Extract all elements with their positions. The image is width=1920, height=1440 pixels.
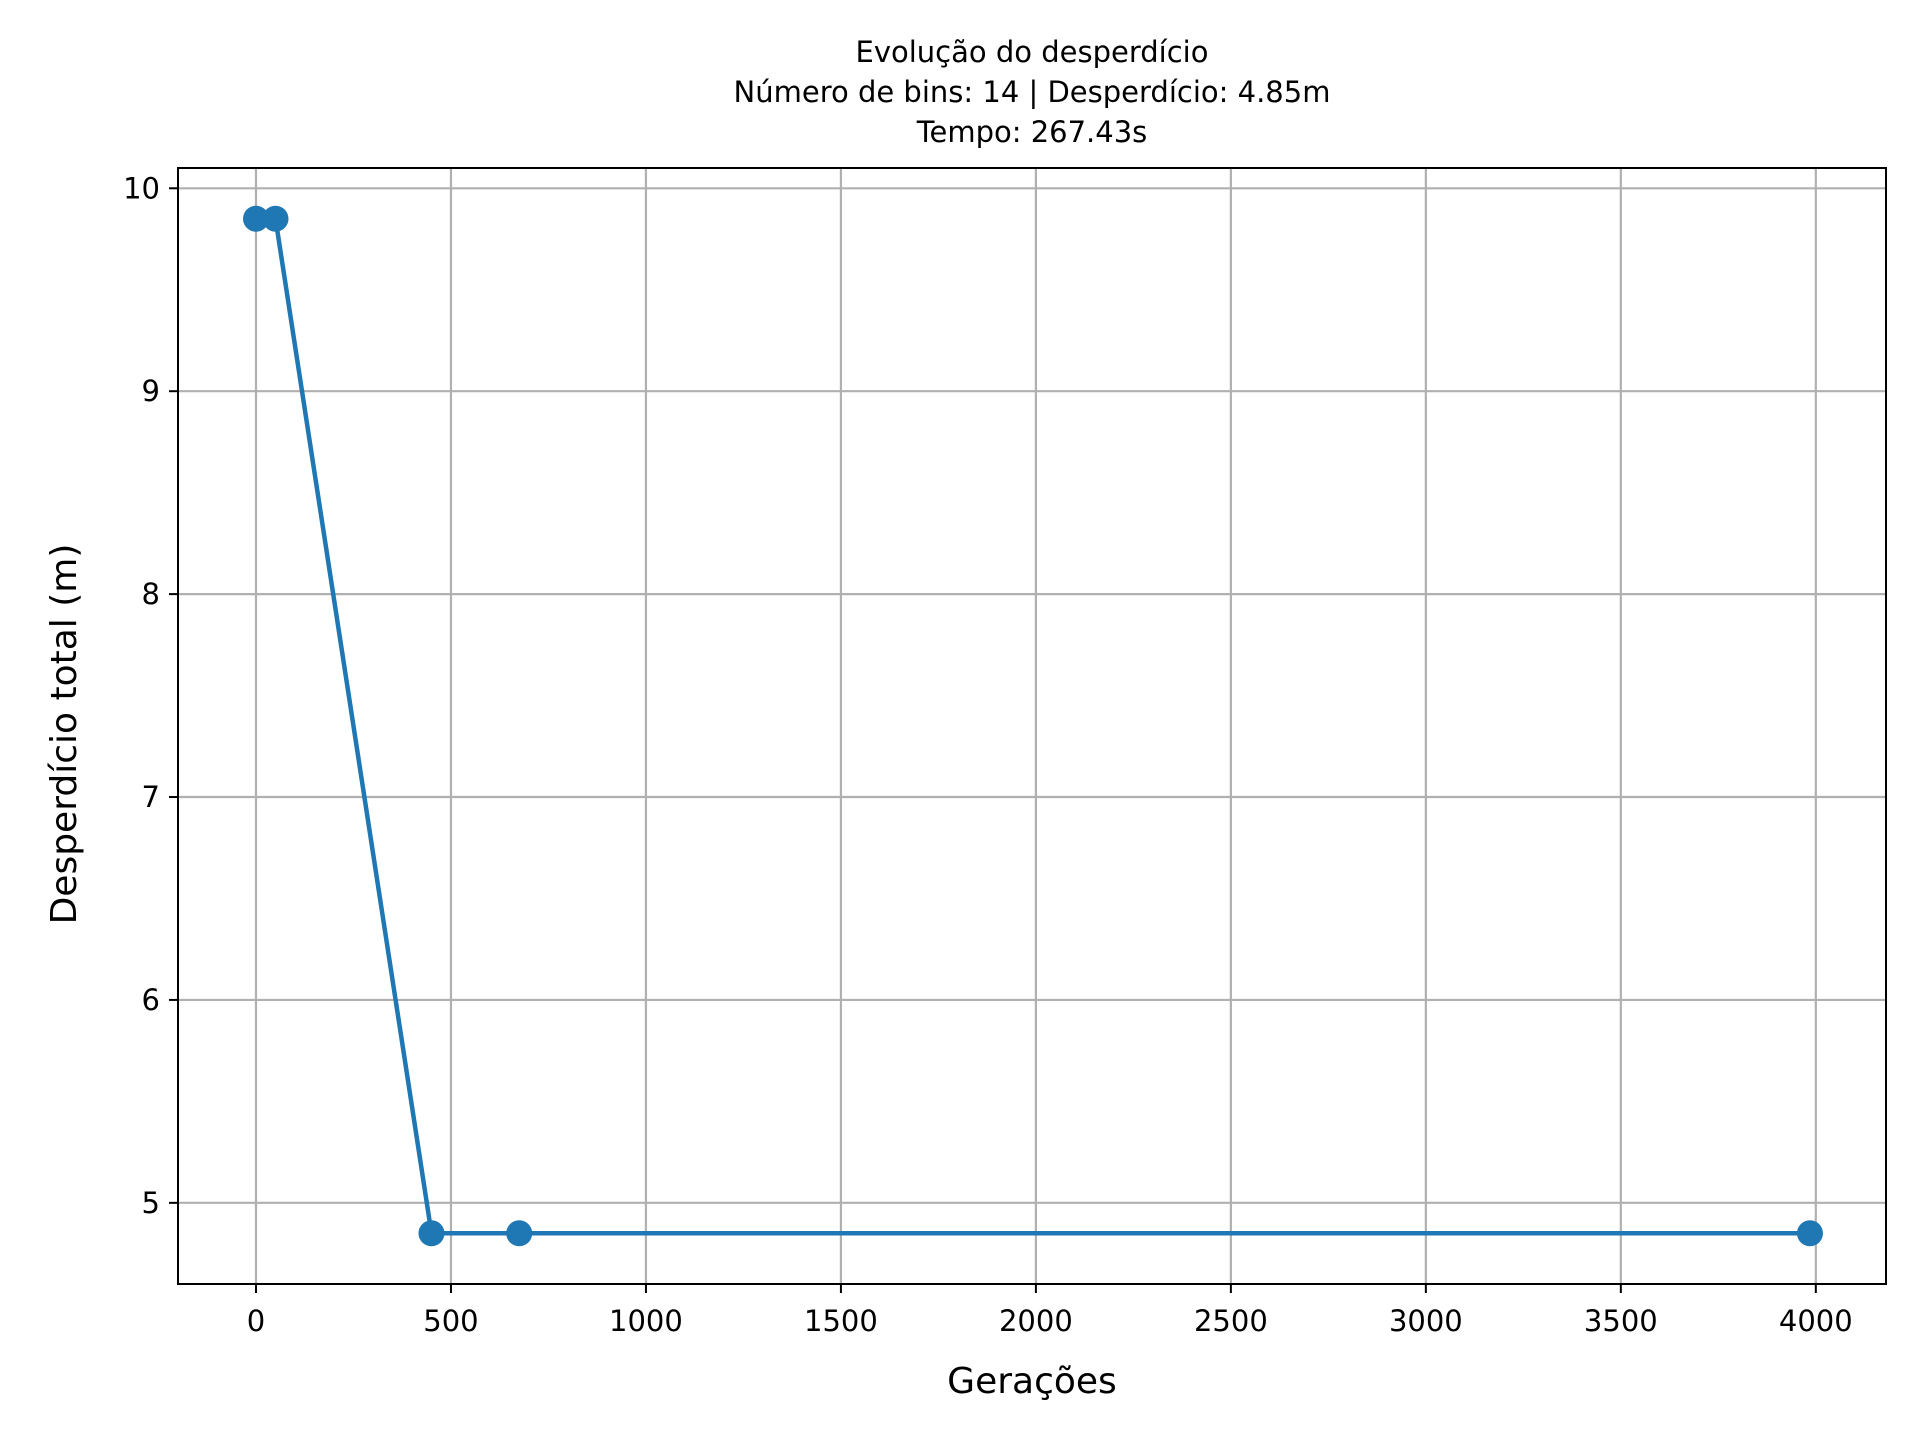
x-tick-label: 1000 — [609, 1304, 683, 1338]
y-tick-label: 7 — [142, 780, 160, 814]
y-axis-label: Desperdício total (m) — [44, 544, 85, 925]
x-tick-label: 2000 — [999, 1304, 1073, 1338]
y-tick-label: 6 — [142, 983, 160, 1017]
ticks — [169, 187, 1817, 1293]
series-group — [242, 205, 1823, 1247]
data-point — [1796, 1220, 1823, 1247]
data-point — [262, 205, 289, 232]
x-tick-label: 3000 — [1389, 1304, 1463, 1338]
data-point — [418, 1220, 445, 1247]
y-tick-label: 10 — [123, 171, 160, 205]
data-point — [506, 1220, 533, 1247]
x-tick-labels: 0 500 1000 1500 2000 2500 3000 3500 4000 — [247, 1304, 1853, 1338]
grid — [178, 168, 1886, 1284]
series-line — [255, 216, 1810, 1236]
y-tick-label: 8 — [142, 577, 160, 611]
y-tick-labels: 5 6 7 8 9 10 — [123, 171, 160, 1220]
data-point — [242, 205, 269, 232]
x-tick-label: 1500 — [804, 1304, 878, 1338]
x-tick-label: 3500 — [1584, 1304, 1658, 1338]
x-tick-label: 2500 — [1194, 1304, 1268, 1338]
y-tick-label: 9 — [142, 374, 160, 408]
chart-title-line: Evolução do desperdício — [856, 35, 1209, 69]
plot-frame — [177, 167, 1887, 1285]
chart-title: Evolução do desperdício Número de bins: … — [734, 35, 1331, 149]
chart-subtitle-line: Número de bins: 14 | Desperdício: 4.85m — [734, 75, 1331, 109]
x-axis-label: Gerações — [947, 1361, 1117, 1402]
x-tick-label: 0 — [247, 1304, 265, 1338]
x-tick-label: 500 — [423, 1304, 478, 1338]
chart-subtitle-line: Tempo: 267.43s — [916, 115, 1148, 149]
x-tick-label: 4000 — [1779, 1304, 1853, 1338]
y-tick-label: 5 — [142, 1186, 160, 1220]
